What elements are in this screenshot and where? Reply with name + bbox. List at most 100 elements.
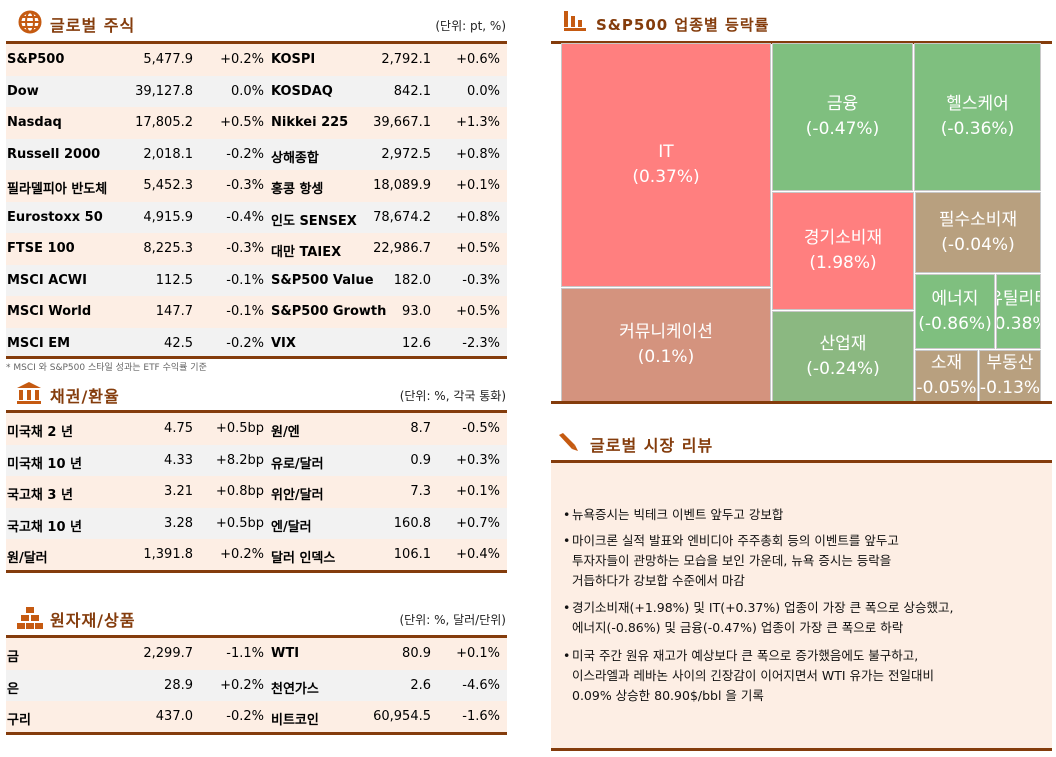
sector-change: (-0.24%) <box>806 358 880 379</box>
bonds-fx-title: 채권/환율 <box>50 387 120 406</box>
change-cell: -0.2% <box>226 146 264 162</box>
change-cell: +0.5% <box>456 304 500 319</box>
value-cell: 112.5 <box>155 272 193 288</box>
change-cell: +0.7% <box>456 515 500 531</box>
treemap-tile-10[interactable]: 부동산 (-0.13%) <box>979 350 1041 402</box>
treemap-tile-5[interactable]: 산업재 (-0.24%) <box>772 311 914 402</box>
table-row: 은 28.9 +0.2% 천연가스 2.6 -4.6% <box>6 669 507 701</box>
bullet-dot-icon: • <box>563 600 571 615</box>
sector-label: 부동산 <box>986 353 1034 373</box>
sector-label: 산업재 <box>819 333 867 354</box>
divider <box>551 460 1052 463</box>
value-cell: 60,954.5 <box>373 709 431 724</box>
table-row: Eurostoxx 50 4,915.9 -0.4% 인도 SENSEX 78,674.… <box>6 201 507 233</box>
name-cell: Eurostoxx 50 <box>7 209 103 225</box>
name-cell: 위안/달러 <box>271 488 324 503</box>
name-cell: 달러 인덱스 <box>271 551 336 566</box>
value-cell: 78,674.2 <box>373 209 431 225</box>
name-cell: 홍콩 항셍 <box>271 182 324 197</box>
sector-change: (-0.47%) <box>805 119 880 139</box>
name-cell: 구리 <box>7 713 31 728</box>
change-cell: +0.8bp <box>215 484 264 499</box>
change-cell: +0.5bp <box>215 515 264 531</box>
sector-change: (-0.86%) <box>918 313 992 334</box>
footnote: * MSCI 와 S&P500 스타일 성과는 ETF 수익률 기준 <box>6 363 207 373</box>
value-cell: 3.28 <box>164 515 193 531</box>
value-cell: 4.75 <box>164 421 193 436</box>
review-bullet: • 경기소비재(+1.98%) 및 IT(+0.37%) 업종이 가장 큰 폭으로… <box>563 598 953 638</box>
change-cell: -0.1% <box>226 272 264 288</box>
change-cell: 0.0% <box>466 83 500 99</box>
treemap-tile-9[interactable]: 소재 (-0.05%) <box>915 350 978 402</box>
name-cell: 천연가스 <box>271 681 319 697</box>
change-cell: -0.3% <box>226 178 264 193</box>
review-bullet: • 뉴욕증시는 빅테크 이벤트 앞두고 강보합 <box>563 505 783 525</box>
sector-label: 유틸리티 <box>997 288 1040 309</box>
name-cell: 인도 SENSEX <box>271 213 357 229</box>
value-cell: 39,667.1 <box>373 115 431 130</box>
sector-label: 헬스케어 <box>946 94 1009 114</box>
change-cell: +0.1% <box>456 646 500 661</box>
change-cell: -0.2% <box>226 335 264 351</box>
sector-label: 커뮤니케이션 <box>619 322 713 342</box>
name-cell: Nasdaq <box>7 115 62 130</box>
value-cell: 1,391.8 <box>143 547 193 562</box>
sector-change: (0.1%) <box>637 347 695 367</box>
table-row: 국고채 10 년 3.28 +0.5bp 엔/달러 160.8 +0.7% <box>6 507 507 539</box>
change-cell: +0.3% <box>456 452 500 468</box>
table-row: MSCI ACWI 112.5 -0.1% S&P500 Value 182.0 -0.3… <box>6 264 507 296</box>
table-row: 미국채 2 년 4.75 +0.5bp 원/엔 8.7 -0.5% <box>6 413 507 445</box>
change-cell: -0.3% <box>462 272 500 288</box>
bonds-fx-table: 미국채 2 년 4.75 +0.5bp 원/엔 8.7 -0.5% 미국채 10 년 4.33… <box>6 413 507 571</box>
change-cell: -1.6% <box>462 709 500 724</box>
bullet-dot-icon: • <box>563 648 571 663</box>
bullet-text: 마이크론 실적 발표와 엔비디아 주주총회 등의 이벤트를 앞두고 투자자들이 … <box>572 533 899 588</box>
sector-label: 금융 <box>826 94 859 114</box>
value-cell: 4,915.9 <box>143 209 193 225</box>
table-row: 필라델피아 반도체 5,452.3 -0.3% 홍콩 항셍 18,089.9 +0.1% <box>6 170 507 202</box>
treemap-tile-8[interactable]: 유틸리티 (-0.38%) <box>996 274 1041 349</box>
divider <box>551 401 1052 404</box>
table-row: S&P500 5,477.9 +0.2% KOSPI 2,792.1 +0.6% <box>6 44 507 76</box>
treemap-tile-2[interactable]: 금융 (-0.47%) <box>772 43 913 191</box>
value-cell: 18,089.9 <box>373 178 431 193</box>
value-cell: 437.0 <box>155 709 193 724</box>
bank-icon <box>17 382 41 404</box>
treemap-tile-4[interactable]: 경기소비재 (1.98%) <box>772 192 914 310</box>
change-cell: -0.1% <box>226 304 264 319</box>
change-cell: -2.3% <box>462 335 500 351</box>
name-cell: 원/달러 <box>7 551 48 566</box>
change-cell: -0.3% <box>226 241 264 256</box>
treemap-tile-3[interactable]: 헬스케어 (-0.36%) <box>914 43 1041 191</box>
globe-icon <box>18 10 42 34</box>
global-equity-table: S&P500 5,477.9 +0.2% KOSPI 2,792.1 +0.6% Dow 39… <box>6 44 507 359</box>
table-row: 구리 437.0 -0.2% 비트코인 60,954.5 -1.6% <box>6 701 507 733</box>
sector-label: 경기소비재 <box>803 228 883 248</box>
global-equity-title: 글로벌 주식 <box>50 16 136 35</box>
treemap-tile-1[interactable]: 커뮤니케이션 (0.1%) <box>561 288 771 402</box>
name-cell: 미국채 2 년 <box>7 425 73 440</box>
value-cell: 0.9 <box>410 452 431 468</box>
treemap-tile-0[interactable]: IT (0.37%) <box>561 43 771 287</box>
change-cell: +1.3% <box>456 115 500 130</box>
change-cell: +0.1% <box>456 178 500 193</box>
treemap-tile-6[interactable]: 필수소비재 (-0.04%) <box>915 192 1041 273</box>
divider <box>6 732 507 735</box>
change-cell: -0.2% <box>226 709 264 724</box>
bullet-text: 미국 주간 원유 재고가 예상보다 큰 폭으로 증가했음에도 불구하고, 이스라… <box>572 648 934 703</box>
value-cell: 80.9 <box>402 646 431 661</box>
global-equity-unit: (단위: pt, %) <box>435 19 506 33</box>
name-cell: Russell 2000 <box>7 146 101 162</box>
table-row: Nasdaq 17,805.2 +0.5% Nikkei 225 39,667.1 +1.… <box>6 107 507 139</box>
name-cell: 원/엔 <box>271 425 300 440</box>
name-cell: 은 <box>7 681 19 697</box>
treemap-tile-7[interactable]: 에너지 (-0.86%) <box>915 274 995 349</box>
divider <box>6 410 507 413</box>
change-cell: +0.5% <box>456 241 500 256</box>
value-cell: 5,477.9 <box>143 52 193 67</box>
value-cell: 42.5 <box>164 335 193 351</box>
table-row: FTSE 100 8,225.3 -0.3% 대만 TAIEX 22,986.7 +0.5… <box>6 233 507 265</box>
sector-change: (-0.04%) <box>941 234 1015 255</box>
sector-change: (1.98%) <box>809 253 877 273</box>
name-cell: S&P500 Growth <box>271 304 387 319</box>
